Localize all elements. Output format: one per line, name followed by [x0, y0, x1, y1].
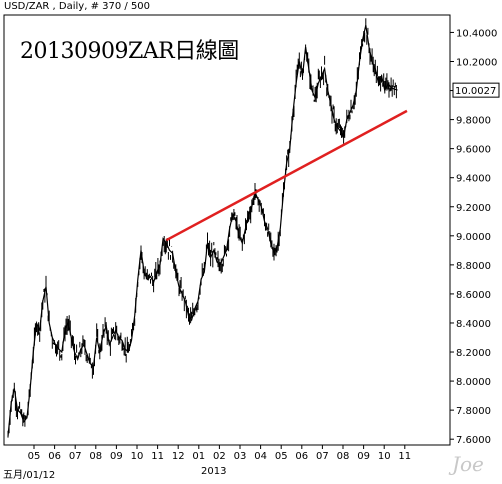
- x-tick-label: 09: [357, 451, 370, 462]
- y-tick-label: 8.8000: [456, 261, 491, 272]
- trendline: [165, 109, 408, 242]
- price-bars: [7, 18, 397, 438]
- y-tick-label: 7.6000: [456, 435, 491, 446]
- x-tick-label: 10: [131, 451, 144, 462]
- x-tick-label: 05: [28, 451, 41, 462]
- x-tick-label: 09: [110, 451, 123, 462]
- x-tick-label: 10: [378, 451, 391, 462]
- y-tick-label: 9.6000: [456, 145, 491, 156]
- x-tick-label: 03: [234, 451, 247, 462]
- x-tick-label: 04: [254, 451, 267, 462]
- y-tick-label: 10.4000: [456, 28, 497, 39]
- x-tick-label: 01: [192, 451, 205, 462]
- y-tick-label: 9.2000: [456, 203, 491, 214]
- y-tick-label: 9.8000: [456, 116, 491, 127]
- x-tick-label: 02: [213, 451, 226, 462]
- y-tick-label: 10.2000: [456, 57, 497, 68]
- x-tick-label: 06: [295, 451, 308, 462]
- y-tick-label: 8.2000: [456, 348, 491, 359]
- y-tick-label: 9.0000: [456, 232, 491, 243]
- current-price-box: [452, 82, 500, 98]
- x-tick-label: 06: [48, 451, 61, 462]
- y-axis: 7.6000 7.8000 8.0000 8.2000 8.4000 8.6000 8.80…: [450, 28, 500, 446]
- symbol-header: USD/ZAR , Daily, # 370 / 500: [4, 1, 151, 12]
- y-tick-label: 9.4000: [456, 174, 491, 185]
- x-tick-label: 07: [69, 451, 82, 462]
- plot-border: [3, 14, 451, 446]
- x-tick-label: 12: [172, 451, 185, 462]
- plot-frame: [3, 14, 451, 446]
- y-tick-label: 8.0000: [456, 377, 491, 388]
- x-tick-label: 11: [151, 451, 164, 462]
- x-tick-label: 11: [398, 451, 411, 462]
- support-trendline: [165, 109, 408, 242]
- x-tick-label: 05: [275, 451, 288, 462]
- year-label: 2013: [201, 466, 227, 477]
- price-series: [7, 18, 398, 438]
- price-line: [7, 25, 398, 437]
- x-axis: 05 06 07 08 09 10 11 12 01 02 03 04 05 06 07 08 09 10 11: [28, 445, 411, 462]
- current-price-label: 10.0027: [455, 86, 496, 97]
- watermark: Joe: [452, 452, 484, 476]
- x-tick-label: 08: [337, 451, 350, 462]
- y-tick-label: 7.8000: [456, 406, 491, 417]
- x-tick-label: 07: [316, 451, 329, 462]
- chart-title: 20130909ZAR日線圖: [20, 39, 239, 64]
- start-date-label: 五月/01/12: [3, 470, 56, 481]
- x-tick-label: 08: [89, 451, 102, 462]
- y-tick-label: 8.6000: [456, 290, 491, 301]
- y-tick-label: 8.4000: [456, 319, 491, 330]
